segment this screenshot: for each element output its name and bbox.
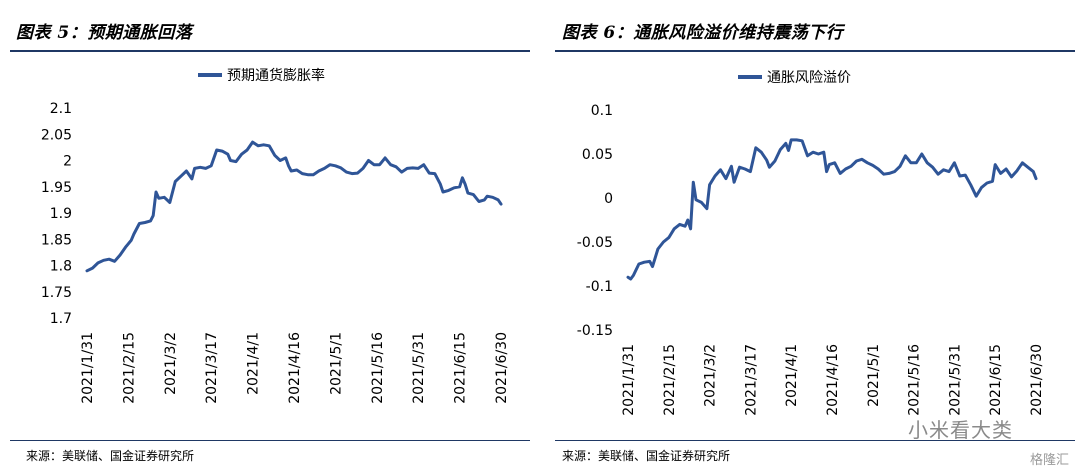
y-tick-label: 1.95 [41,180,72,196]
y-tick-label: 1.8 [50,259,72,275]
figure-6-header: 图表 6：通胀风险溢价维持震荡下行 [562,23,844,43]
x-tick-label: 2021/1/31 [80,332,96,404]
y-tick-label: 1.7 [50,311,72,327]
inflation-risk-premium-chart: 通胀风险溢价 -0.15 -0.1 -0.05 0 0.05 0.1 2021/1/31 202… [577,70,1045,416]
x-tick-label: 2021/6/30 [1029,344,1045,416]
chart-panel-6: 图表 6：通胀风险溢价维持震荡下行 通胀风险溢价 -0.15 -0.1 -0.05 0 0… [540,0,1080,473]
y-tick-label: 1.85 [41,232,72,248]
x-tick-label: 2021/3/2 [163,332,179,395]
x-tick-label: 2021/5/16 [370,332,386,404]
x-tick-label: 2021/5/31 [411,332,427,404]
y-tick-label: 1.9 [50,206,72,222]
chart-panel-5: 图表 5：预期通胀回落 预期通货膨胀率 1.7 1.75 1.8 1.85 1.9 1.95… [10,23,530,463]
x-tick-label: 2021/3/17 [204,332,220,404]
header-rule [555,50,1075,52]
x-tick-label: 2021/5/16 [907,344,923,416]
x-tick-label: 2021/4/1 [246,332,262,395]
header-rule [10,50,530,52]
y-tick-label: 2 [63,154,72,170]
y-tick-label: 1.75 [41,285,72,301]
x-tick-label: 2021/6/30 [494,332,510,404]
figure-6-source: 来源：美联储、国金证券研究所 [562,449,731,463]
watermark-brand: 格隆汇 [1030,453,1070,468]
figure-5-header: 图表 5：预期通胀回落 [16,23,193,43]
x-tick-label: 2021/4/1 [784,344,800,407]
x-tick-label: 2021/6/15 [988,344,1004,416]
legend-label: 预期通货膨胀率 [227,67,325,84]
inflation-expectation-chart: 预期通货膨胀率 1.7 1.75 1.8 1.85 1.9 1.95 2 2.05 2.1 2021… [41,67,510,404]
y-tick-label: 0 [604,191,613,207]
x-tick-label: 2021/2/15 [121,332,137,404]
y-tick-label: 0.1 [591,103,613,119]
watermark-text: 小米看大类 [908,418,1013,442]
x-tick-label: 2021/3/17 [743,344,759,416]
x-tick-label: 2021/2/15 [662,344,678,416]
y-tick-label: 2.05 [41,127,72,143]
x-tick-label: 2021/4/16 [287,332,303,404]
y-tick-label: -0.15 [577,323,613,339]
y-tick-label: -0.1 [586,279,613,295]
series-line [626,138,1038,281]
x-tick-label: 2021/5/1 [328,332,344,395]
x-tick-label: 2021/4/16 [825,344,841,416]
x-tick-label: 2021/1/31 [621,344,637,416]
x-tick-label: 2021/5/31 [947,344,963,416]
y-tick-label: -0.05 [577,235,613,251]
y-tick-label: 0.05 [582,147,613,163]
legend-label: 通胀风险溢价 [767,70,851,86]
x-tick-label: 2021/5/1 [866,344,882,407]
series-line [85,140,503,273]
x-tick-label: 2021/3/2 [703,344,719,407]
y-tick-label: 2.1 [50,101,72,117]
x-tick-label: 2021/6/15 [453,332,469,404]
figure-5-source: 来源：美联储、国金证券研究所 [26,449,195,463]
footer-rule [10,440,530,441]
footer-rule [555,440,1075,441]
